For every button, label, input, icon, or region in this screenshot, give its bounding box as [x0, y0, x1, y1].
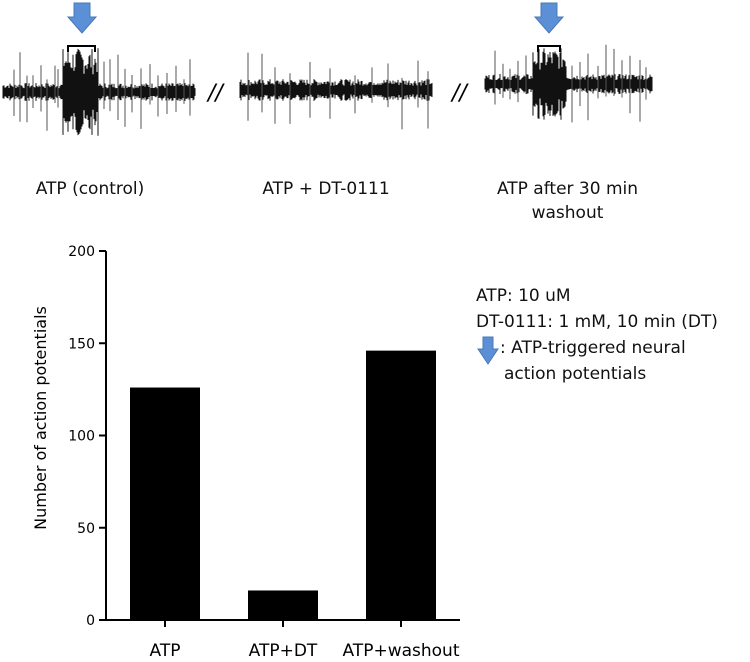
y-tick-label: 100 — [68, 429, 95, 445]
bar-atp-dt — [248, 590, 318, 620]
trace-separator: // — [450, 81, 469, 106]
stimulus-arrow-icon — [533, 2, 565, 34]
trace-label-control: ATP (control) — [35, 179, 145, 199]
x-axis: ATP ATP+DT ATP+washout — [105, 619, 460, 661]
y-tick-label: 50 — [77, 521, 95, 537]
x-tick-label: ATP — [150, 641, 181, 661]
legend-dt: DT-0111: 1 mM, 10 min (DT) — [476, 312, 718, 332]
legend-arrow-line1: : ATP-triggered neural — [500, 338, 686, 358]
legend-arrow-line2: action potentials — [504, 364, 647, 384]
trace-label-washout-line2: washout — [531, 203, 604, 223]
trace-signal — [239, 79, 433, 101]
legend-atp: ATP: 10 uM — [476, 286, 571, 306]
trace-atp-washout — [484, 44, 653, 123]
trace-separator: // — [206, 81, 225, 106]
y-axis: 0 50 100 150 200 — [68, 244, 107, 629]
electrophysiology-traces: // // — [2, 2, 653, 136]
trace-label-washout-line1: ATP after 30 min — [496, 179, 639, 199]
y-tick-label: 0 — [86, 613, 95, 629]
y-tick-label: 150 — [68, 336, 95, 352]
trace-atp-dt — [239, 52, 433, 130]
trace-label-washout: ATP after 30 min washout — [480, 177, 655, 225]
trace-atp-control — [2, 48, 196, 136]
trace-label-dt: ATP + DT-0111 — [262, 179, 390, 199]
x-tick-label: ATP+washout — [343, 641, 460, 661]
bars — [130, 350, 436, 620]
bar-atp — [130, 387, 200, 620]
down-arrow-icon — [477, 336, 499, 365]
x-tick-label: ATP+DT — [249, 641, 318, 661]
stimulus-arrow-icon — [66, 2, 98, 34]
y-axis-label: Number of action potentials — [31, 306, 50, 530]
stimulus-bracket-1 — [67, 45, 96, 52]
trace-spikes — [13, 52, 191, 131]
stimulus-bracket-2 — [537, 45, 561, 52]
trace-spikes — [494, 44, 647, 123]
trace-spikes — [247, 52, 429, 130]
y-tick-label: 200 — [68, 244, 95, 260]
bar-atp-washout — [366, 350, 436, 620]
